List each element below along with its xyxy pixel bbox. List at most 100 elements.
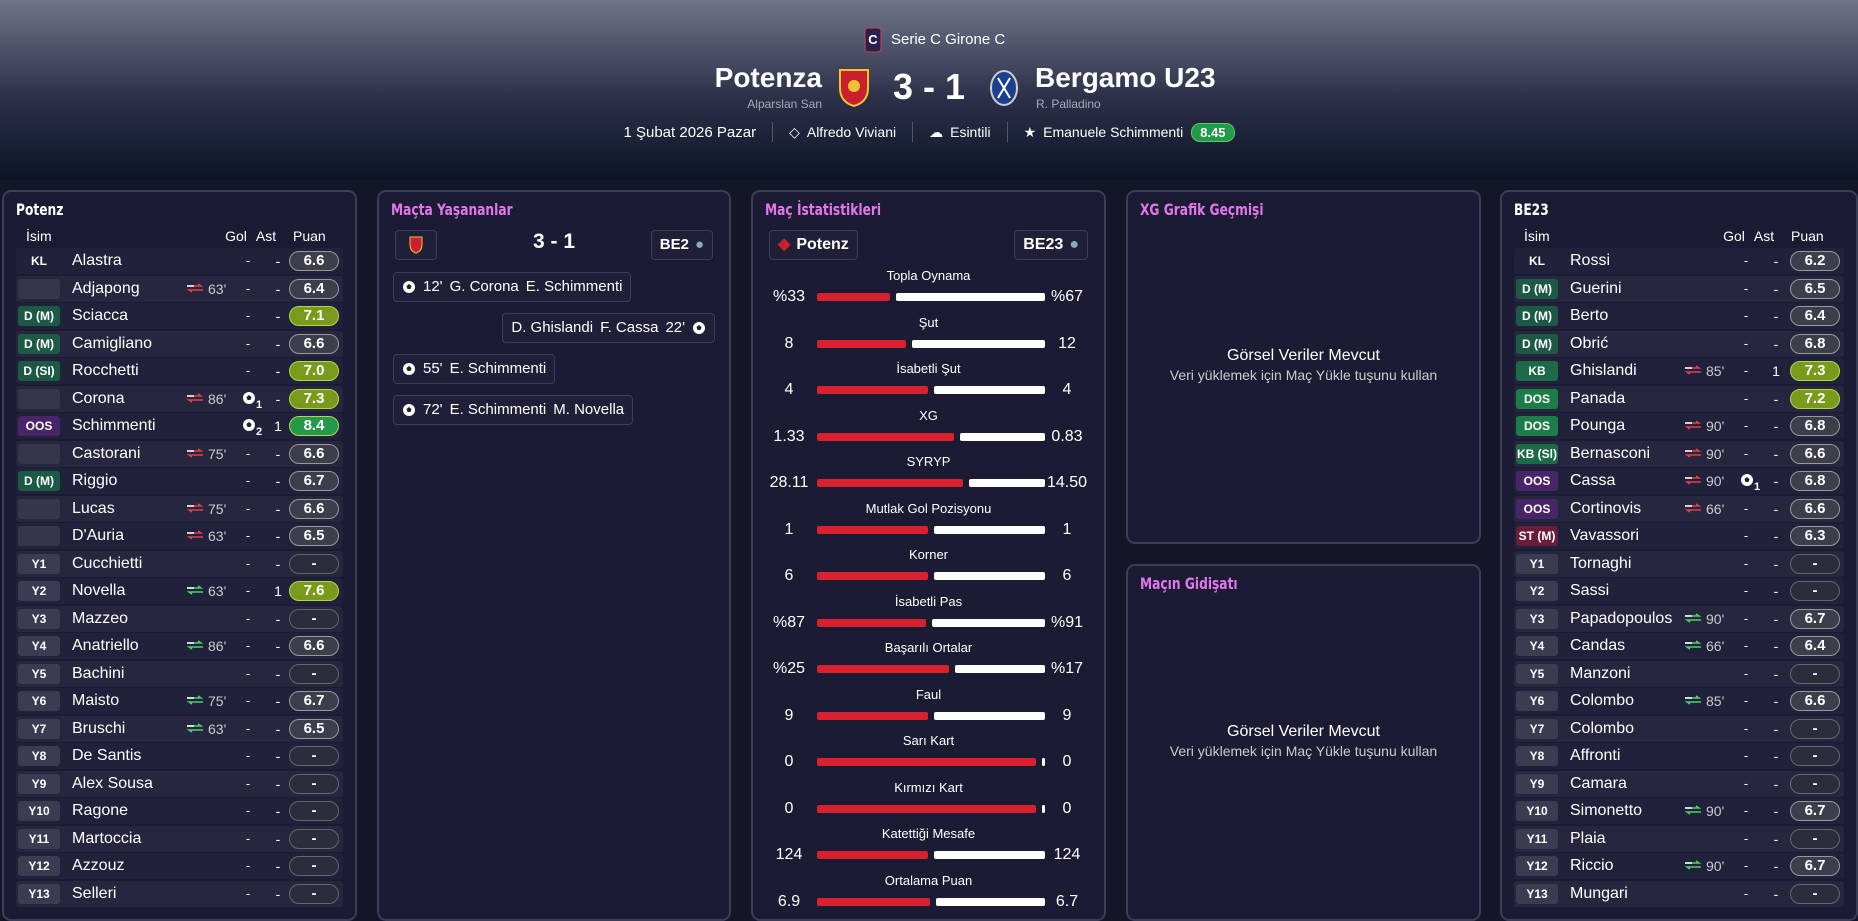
player-row: Y10 Ragone - - -: [16, 798, 343, 824]
player-name: Azzouz: [72, 857, 125, 874]
assists: -: [275, 885, 281, 902]
player-name: Rossi: [1570, 252, 1611, 269]
position-badge: KL: [31, 254, 47, 268]
player-name: Tornaghi: [1570, 554, 1632, 572]
placeholder-hint: Veri yüklemek için Maç Yükle tuşunu kull…: [1169, 742, 1438, 759]
away-bar: [1042, 758, 1045, 766]
stat-name: Kırmızı Kart: [894, 779, 963, 795]
player-name: Sciacca: [72, 307, 129, 324]
goals: -: [245, 830, 251, 846]
ball-icon: [402, 280, 416, 294]
player-name: Anatriello: [72, 637, 139, 654]
away-bar: [955, 665, 1045, 673]
goals: -: [245, 693, 251, 708]
position-badge: OOS (M): [1516, 498, 1558, 519]
player-name: Vavassori: [1570, 527, 1640, 544]
player-row: ST (M) Vavassori - -6.3: [1514, 523, 1844, 549]
away-logo: [990, 70, 1018, 106]
player-row: D (M) Camigliano - -6.6: [16, 330, 343, 357]
assists: -: [1773, 638, 1779, 654]
rating: 6.6: [289, 636, 339, 656]
home-value: 0: [784, 753, 794, 770]
player-name: Panada: [1570, 389, 1626, 407]
goals: -: [1743, 308, 1749, 323]
player-row: OOS (M) Cassa 90' 1-6.8: [1514, 468, 1844, 494]
rating: 6.5: [289, 526, 339, 546]
position-badge: Y7: [18, 718, 60, 739]
home-value: 9: [784, 706, 794, 724]
rating: -: [1790, 718, 1840, 739]
rating: 7.6: [289, 581, 339, 601]
away-chip: BE2 ●: [650, 230, 713, 260]
home-chip: ◆ Potenz: [769, 230, 858, 260]
assists: -: [1773, 830, 1779, 847]
sub-minute: 63': [208, 280, 227, 297]
ball-icon: [242, 391, 256, 408]
away-abbr: BE2: [659, 236, 689, 253]
player-name: Pounga: [1570, 417, 1626, 434]
rating: 6.5: [289, 718, 339, 739]
stat-name: SYRYP: [906, 454, 951, 469]
home-bar: [817, 293, 891, 301]
player-name: Alastra: [72, 252, 122, 269]
assists: -: [275, 610, 281, 627]
assist: E. Schimmenti: [525, 278, 623, 295]
assist: M. Novella: [553, 401, 625, 418]
goals: -: [245, 583, 251, 598]
sub-icon: [1684, 606, 1702, 632]
goals: -: [245, 280, 251, 296]
rating: 6.4: [1790, 306, 1840, 326]
rating: 6.6: [289, 333, 339, 354]
player-row: Y7 Colombo - - -: [1514, 715, 1844, 742]
home-bar: [817, 479, 964, 487]
player-row: Y1 Cucchietti - - -: [16, 550, 343, 577]
player-row: Y13 Selleri - - -: [16, 880, 343, 907]
stat-name: Katettiği Mesafe: [881, 826, 976, 841]
separator: [772, 122, 774, 142]
position-badge: Y11: [18, 828, 60, 849]
away-value: 0: [1062, 799, 1072, 817]
event-minute: 12': [423, 278, 443, 295]
player-row: Adjapong 63' - -6.4: [16, 275, 343, 302]
panel-title: Maç İstatistikleri: [765, 200, 882, 219]
position-badge: KL: [1529, 254, 1545, 268]
position-badge: Y2: [18, 581, 60, 601]
home-value: 8: [784, 334, 794, 352]
date: 1 Şubat 2026 Pazar: [623, 123, 757, 141]
assists: -: [1773, 720, 1779, 737]
goals: -: [1743, 390, 1749, 406]
position-badge: [18, 443, 60, 464]
position-badge: Y4: [1516, 636, 1558, 656]
player-row: Y2 Novella 63' - 1 7.6: [16, 578, 343, 604]
position-badge: Y1: [18, 553, 60, 574]
assists: -: [1773, 528, 1779, 544]
player-row: KL Rossi - -6.2: [1514, 248, 1844, 274]
player-name: Ghislandi: [1570, 362, 1637, 379]
sub-icon: [1684, 468, 1702, 494]
weather: Esintili: [950, 124, 991, 140]
player-row: Y12 Azzouz - - -: [16, 853, 343, 879]
assists: -: [275, 308, 281, 324]
rating: 7.0: [289, 361, 339, 381]
event-minute: 72': [423, 401, 443, 418]
sub-minute: 86': [208, 638, 227, 654]
sub-minute: 90': [1706, 418, 1725, 434]
sub-minute: 90': [1706, 858, 1725, 874]
away-logo: ●: [1069, 236, 1079, 253]
assists: -: [275, 638, 281, 654]
player-row: Y1 Tornaghi - - -: [1514, 550, 1844, 577]
goals: -: [245, 748, 251, 763]
rating: -: [289, 553, 339, 574]
ball-icon: [242, 418, 256, 435]
stat-name: Topla Oynama: [886, 268, 971, 283]
sub-icon: [186, 523, 204, 549]
player-row: DOS Pounga 90' - -6.8: [1514, 413, 1844, 439]
away-value: 9: [1062, 706, 1072, 724]
goals: -: [245, 335, 251, 351]
position-badge: Y3: [1516, 608, 1558, 629]
position-badge: KB (Sl): [1516, 443, 1558, 464]
away-value: 4: [1062, 381, 1072, 398]
player-row: DOS Panada - -7.2: [1514, 385, 1844, 412]
player-row: Y8 De Santis - - -: [16, 743, 343, 769]
